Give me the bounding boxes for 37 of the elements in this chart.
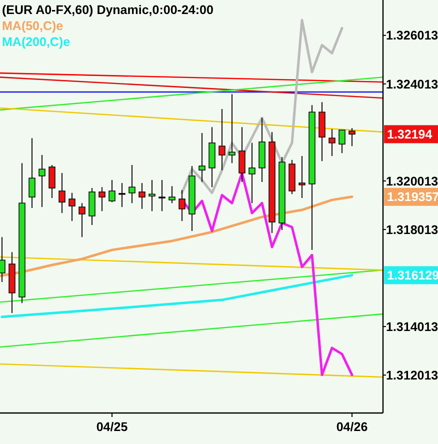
y-tick-label: 1.320013	[386, 174, 438, 188]
candlestick	[238, 126, 246, 182]
candlestick	[68, 192, 76, 222]
candlestick	[338, 130, 346, 154]
candlestick	[168, 186, 176, 204]
candlestick	[228, 94, 236, 164]
x-tick-label: 04/26	[336, 420, 368, 434]
candlestick	[328, 128, 336, 157]
chart-title: (EUR A0-FX,60) Dynamic,0:00-24:00	[2, 3, 214, 17]
candlestick	[98, 186, 106, 212]
candlestick	[118, 182, 126, 208]
candlestick	[78, 202, 86, 238]
candlestick	[298, 156, 306, 199]
candlestick	[28, 138, 36, 208]
candlestick	[348, 128, 356, 147]
candlestick	[248, 142, 256, 204]
x-tick-label: 04/25	[96, 420, 128, 434]
candlestick	[128, 164, 136, 204]
candlestick	[108, 180, 116, 203]
candlestick	[198, 132, 206, 182]
y-tick-label: 1.326013	[386, 28, 438, 43]
y-tick-label: 1.312013	[386, 368, 438, 382]
candlestick	[138, 182, 146, 210]
text: MA(200,C)e	[2, 35, 70, 49]
y-tick-label: 1.318013	[386, 222, 438, 237]
candlestick	[38, 154, 46, 208]
annotation: 1.32194	[387, 128, 432, 142]
candlestick	[178, 190, 186, 222]
y-tick-label: 1.314013	[386, 320, 438, 334]
candlestick	[48, 164, 56, 199]
candlestick	[58, 172, 66, 214]
text: MA(50,C)e	[2, 19, 64, 33]
candlestick	[158, 180, 166, 212]
y-tick-label: 1.324013	[386, 77, 438, 92]
candlestick	[148, 180, 156, 212]
candlestick	[218, 108, 226, 171]
candlestick	[0, 236, 6, 282]
